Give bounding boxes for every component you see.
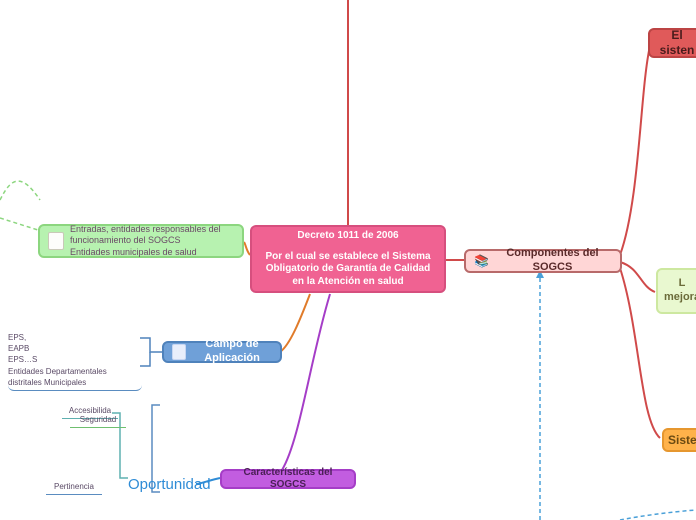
componentes-node[interactable]: 📚 Componentes del SOGCS <box>464 249 622 273</box>
accesibilida-text: Accesibilida <box>69 406 111 415</box>
lista-izq: EPS, EAPB EPS…S Entidades Departamentale… <box>8 332 142 391</box>
right-bottom-node[interactable]: Sistem <box>662 428 696 452</box>
seguridad-label[interactable]: Seguridad <box>70 415 126 428</box>
caracteristicas-node[interactable]: Características del SOGCS <box>220 469 356 489</box>
caracteristicas-label: Características del SOGCS <box>230 467 346 492</box>
pertinencia-text: Pertinencia <box>54 482 94 491</box>
campo-label: Campo de Aplicación <box>192 338 272 366</box>
entradas-text: Entradas, entidades responsables del fun… <box>70 224 234 258</box>
oportunidad-label: Oportunidad <box>128 476 211 495</box>
right-top-node[interactable]: El sisten <box>648 28 696 58</box>
central-title: Decreto 1011 de 2006 <box>297 230 398 243</box>
entradas-node[interactable]: Entradas, entidades responsables del fun… <box>38 224 244 258</box>
right-mid-node[interactable]: L mejora <box>656 268 696 314</box>
oportunidad-node[interactable]: Oportunidad <box>128 476 211 495</box>
mindmap-canvas: Decreto 1011 de 2006 Por el cual se esta… <box>0 0 696 520</box>
central-node[interactable]: Decreto 1011 de 2006 Por el cual se esta… <box>250 225 446 293</box>
campo-node[interactable]: Campo de Aplicación <box>162 341 282 363</box>
componentes-label: Componentes del SOGCS <box>493 247 612 275</box>
lista-izq-text: EPS, EAPB EPS…S Entidades Departamentale… <box>8 332 142 388</box>
right-bottom-label: Sistem <box>668 433 696 448</box>
books-icon: 📚 <box>474 254 489 269</box>
seguridad-text: Seguridad <box>80 415 116 424</box>
doc-icon <box>172 344 186 360</box>
page-icon <box>48 232 64 250</box>
right-top-label: El sisten <box>656 28 696 58</box>
central-body: Por el cual se establece el Sistema Obli… <box>260 251 436 289</box>
right-mid-label: L mejora <box>664 277 696 305</box>
pertinencia-label[interactable]: Pertinencia <box>46 482 102 495</box>
